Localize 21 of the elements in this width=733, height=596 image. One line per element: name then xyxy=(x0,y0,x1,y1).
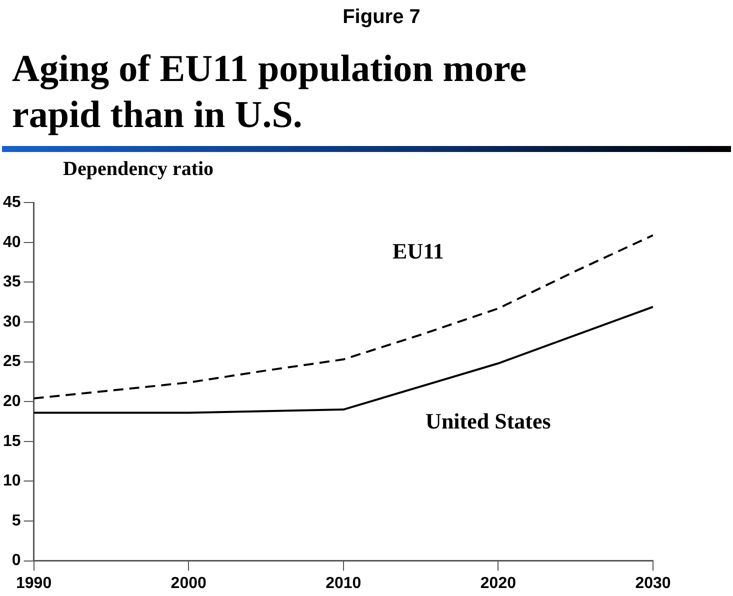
chart-subtitle: Figure 7 xyxy=(342,6,422,29)
y-tick-label: 15 xyxy=(3,432,21,450)
y-tick-label: 35 xyxy=(3,274,21,291)
y-tick-label: 20 xyxy=(3,393,21,410)
y-tick-label: 5 xyxy=(12,512,21,530)
line-series xyxy=(34,234,653,400)
x-tick-label: 2010 xyxy=(326,574,362,592)
x-tick-label: 2000 xyxy=(170,574,206,592)
y-tick-label: 40 xyxy=(3,234,21,251)
y-tick-label: 25 xyxy=(3,353,21,370)
series-label: United States xyxy=(426,408,552,434)
chart-title: Aging of EU11 population more rapid than in U.S. xyxy=(12,47,528,138)
x-tick-label: 2030 xyxy=(635,574,671,592)
text: EU11 xyxy=(392,238,444,264)
y-tick-label: 0 xyxy=(12,552,21,570)
y-tick-label: 45 xyxy=(3,194,21,212)
x-tick-label: 1990 xyxy=(16,574,52,592)
y-axis-title: Dependency ratio xyxy=(63,158,214,181)
x-tick-label: 2020 xyxy=(480,574,516,592)
y-tick-label: 30 xyxy=(3,313,21,330)
y-tick-label: 10 xyxy=(3,472,21,490)
